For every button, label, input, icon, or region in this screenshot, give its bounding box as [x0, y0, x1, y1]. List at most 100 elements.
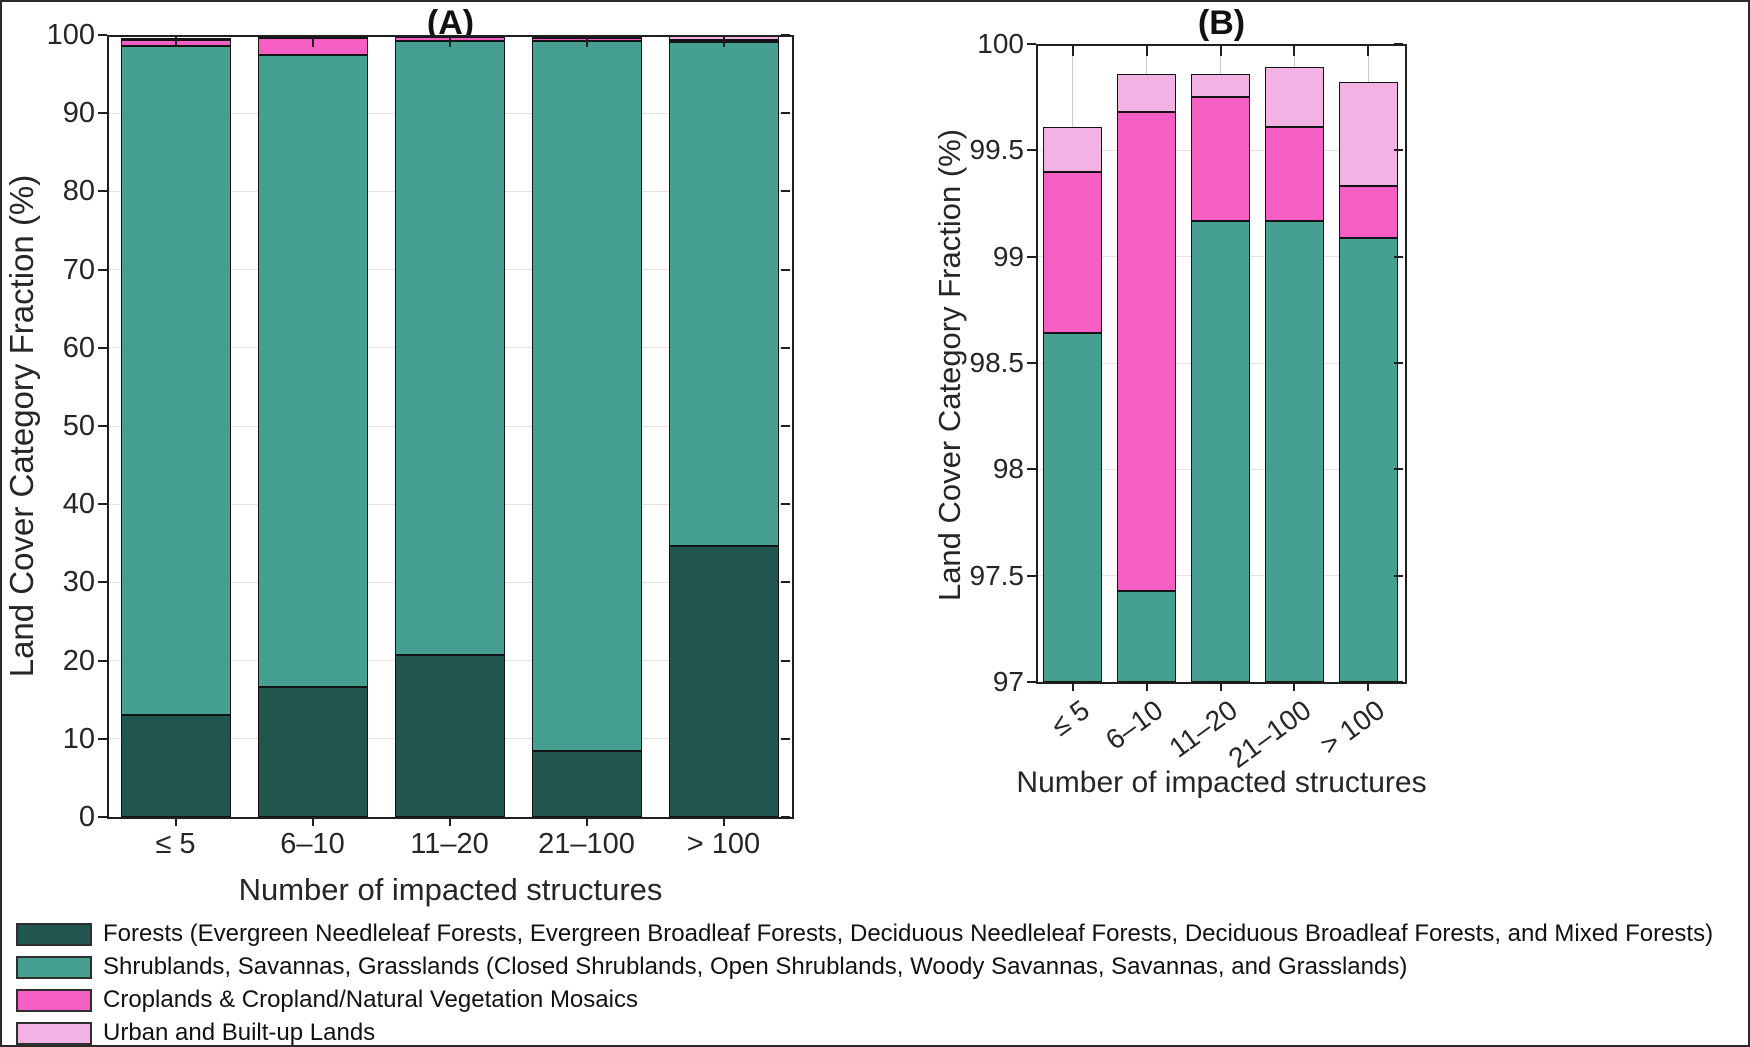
- x-tick-top: [174, 37, 177, 47]
- bar-segment-croplands: [1043, 171, 1103, 334]
- x-tick: [1293, 682, 1296, 691]
- x-tick-label: 21–100: [538, 828, 635, 860]
- y-tick-label: 100: [46, 19, 95, 51]
- bar-segment-shrublands: [1191, 220, 1250, 682]
- legend-item-forests: Forests (Evergreen Needleleaf Forests, E…: [16, 920, 1713, 947]
- y-tick: [98, 346, 107, 349]
- bar-segment-forests: [668, 546, 779, 817]
- y-tick: [98, 190, 107, 193]
- y-tick-label: 50: [62, 410, 95, 442]
- panel-a-x-axis-label: Number of impacted structures: [238, 872, 663, 907]
- x-tick-label: > 100: [1314, 694, 1391, 761]
- y-tick-right: [781, 112, 790, 115]
- y-tick-label: 10: [62, 722, 95, 755]
- y-tick-label: 100: [977, 28, 1024, 59]
- bar-segment-shrublands: [668, 42, 779, 547]
- y-tick: [1027, 255, 1036, 258]
- x-tick-top: [448, 37, 451, 47]
- bar-segment-urban: [1338, 82, 1398, 187]
- x-tick: [1367, 682, 1370, 691]
- x-tick-top: [1071, 46, 1074, 56]
- y-tick-label: 20: [62, 644, 95, 677]
- x-tick: [1145, 682, 1148, 691]
- y-tick-label: 60: [62, 331, 95, 364]
- y-tick-right: [781, 268, 790, 271]
- x-tick: [448, 817, 451, 826]
- y-tick: [1027, 574, 1036, 577]
- y-tick: [98, 581, 107, 584]
- x-tick-top: [1367, 46, 1370, 56]
- x-tick: [585, 817, 588, 826]
- x-tick: [311, 817, 314, 826]
- y-tick-label: 90: [62, 97, 95, 130]
- x-tick-label: > 100: [686, 828, 761, 860]
- forests-swatch: [16, 922, 92, 946]
- y-tick: [1027, 43, 1036, 45]
- bar-segment-forests: [120, 715, 231, 817]
- y-tick-right: [781, 659, 790, 662]
- y-tick-label: 98.5: [969, 347, 1025, 378]
- x-tick-label: 21–100: [1222, 694, 1317, 775]
- y-tick-label: 97: [992, 666, 1024, 697]
- legend-label: Croplands & Cropland/Natural Vegetation …: [103, 986, 638, 1013]
- x-tick-top: [1219, 46, 1222, 56]
- y-tick: [98, 737, 107, 740]
- panel-b-title: (B): [1197, 4, 1246, 42]
- bar-segment-forests: [394, 655, 505, 817]
- y-tick: [98, 34, 107, 36]
- y-tick: [1027, 681, 1036, 683]
- y-tick-label: 30: [62, 566, 95, 599]
- y-tick-right: [781, 581, 790, 584]
- x-tick: [174, 817, 177, 826]
- bar-segment-shrublands: [531, 41, 642, 752]
- y-tick-label: 70: [62, 253, 95, 286]
- y-tick: [98, 425, 107, 427]
- y-tick-right: [1394, 681, 1403, 683]
- y-tick-right: [781, 190, 790, 193]
- y-tick-right: [1394, 149, 1403, 152]
- bar-segment-urban: [1264, 67, 1324, 127]
- panel-b-axes-box: [1036, 44, 1407, 684]
- x-tick-label: ≤ 5: [155, 828, 196, 860]
- y-tick-right: [1394, 43, 1403, 45]
- y-tick-right: [781, 816, 790, 818]
- y-tick-right: [781, 34, 790, 36]
- x-tick-top: [1293, 46, 1296, 56]
- y-tick-label: 99: [992, 240, 1024, 272]
- urban-swatch: [16, 1021, 92, 1045]
- y-tick-label: 0: [78, 801, 95, 833]
- bar-segment-croplands: [1191, 97, 1250, 221]
- legend-label: Urban and Built-up Lands: [103, 1019, 376, 1046]
- legend-item-croplands: Croplands & Cropland/Natural Vegetation …: [16, 986, 638, 1013]
- y-tick: [98, 268, 107, 271]
- y-tick: [98, 816, 107, 818]
- croplands-swatch: [16, 988, 92, 1012]
- panel-b-x-axis-label: Number of impacted structures: [1016, 766, 1427, 799]
- x-tick-label: 6–10: [1100, 694, 1169, 756]
- bar-segment-shrublands: [257, 55, 368, 688]
- bar-segment-urban: [1191, 73, 1250, 98]
- bar-segment-shrublands: [120, 45, 231, 716]
- panel-a-axes-box: [107, 35, 794, 819]
- y-tick-label: 98: [992, 453, 1024, 485]
- bar-segment-forests: [531, 751, 642, 817]
- bar-segment-shrublands: [1117, 590, 1177, 682]
- y-tick-label: 97.5: [969, 559, 1025, 591]
- bar-segment-croplands: [1338, 186, 1398, 238]
- bar-segment-shrublands: [1264, 220, 1324, 682]
- x-tick: [1219, 682, 1222, 691]
- bar-segment-shrublands: [1043, 333, 1103, 682]
- y-tick: [1027, 149, 1036, 152]
- shrublands-swatch: [16, 955, 92, 979]
- y-tick-label: 80: [62, 175, 95, 208]
- y-tick-right: [1394, 574, 1403, 577]
- legend-label: Shrublands, Savannas, Grasslands (Closed…: [103, 953, 1408, 980]
- y-tick: [98, 503, 107, 506]
- y-tick: [1027, 468, 1036, 471]
- y-tick-right: [1394, 362, 1403, 364]
- y-tick-right: [781, 737, 790, 740]
- x-tick: [1071, 682, 1074, 691]
- bar-segment-forests: [257, 687, 368, 817]
- x-tick-label: 11–20: [410, 828, 489, 860]
